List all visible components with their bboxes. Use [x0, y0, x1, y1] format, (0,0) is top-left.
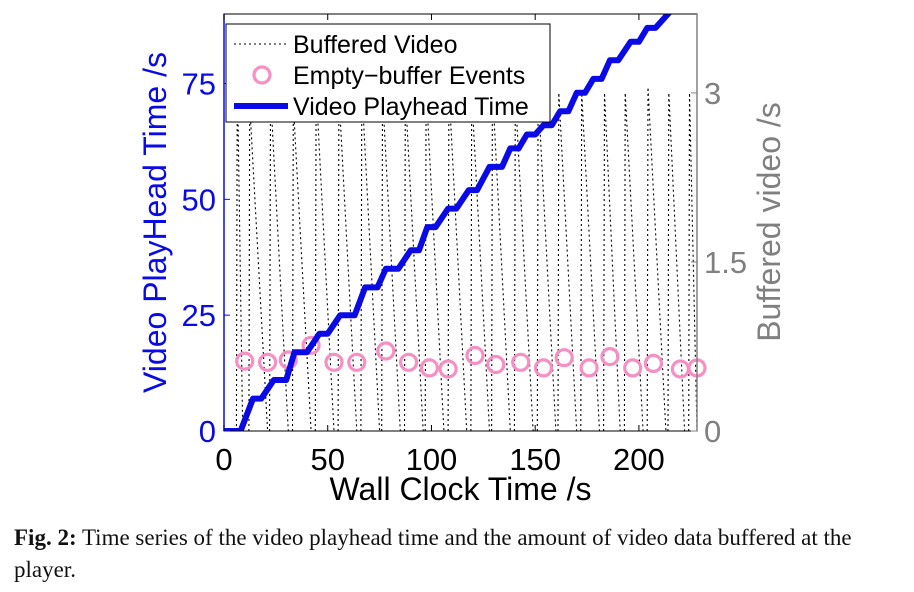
playhead-layer: [224, 14, 673, 431]
empty-buffer-event-point: [376, 341, 396, 361]
empty-buffer-event-point: [670, 359, 691, 379]
empty-buffer-event-point: [258, 352, 278, 372]
empty-buffer-event-point: [399, 352, 419, 372]
empty-buffer-event-point: [579, 358, 599, 378]
x-tick-label: 0: [215, 442, 232, 477]
y-tick-label-left: 50: [182, 182, 216, 217]
figure: 0 50 100 150 200 0 25 50 75 0 1.5 3 Buffered Video …: [137, 13, 787, 507]
y-tick-label-left: 0: [199, 414, 216, 449]
y-tick-label-left: 25: [182, 298, 216, 333]
legend-label-events: Empty−buffer Events: [293, 62, 525, 90]
x-tick-label: 200: [613, 442, 665, 477]
video-playhead-line: [224, 14, 673, 431]
chart: 0 50 100 150 200 0 25 50 75 0 1.5 3 Buffered Video …: [137, 13, 787, 507]
empty-buffer-event-point: [465, 345, 485, 366]
empty-buffer-event-point: [533, 358, 554, 378]
legend: Buffered Video Empty−buffer Events Video…: [225, 23, 551, 123]
x-axis-label: Wall Clock Time /s: [330, 471, 592, 507]
empty-buffer-event-point: [438, 359, 458, 379]
empty-buffer-event-point: [643, 353, 664, 373]
x-tick-label: 100: [406, 442, 458, 477]
y-tick-label-right: 0: [704, 414, 721, 449]
x-tick-label: 150: [509, 442, 561, 477]
empty-buffer-event-point: [486, 354, 506, 375]
y-axis-label-left: Video PlayHead Time /s: [137, 52, 173, 393]
buffered-video-line: [235, 70, 697, 431]
empty-buffer-event-point: [324, 352, 344, 372]
empty-buffer-event-point: [623, 358, 643, 378]
y-axis-label-right: Buffered video /s: [751, 102, 787, 342]
y-tick-label-right: 3: [704, 76, 721, 111]
legend-label-playhead: Video Playhead Time: [293, 93, 529, 121]
empty-buffer-events-layer: [235, 335, 707, 379]
buffered-video-layer: [235, 70, 697, 431]
legend-label-buffered: Buffered Video: [293, 31, 458, 59]
figure-caption: Fig. 2: Time series of the video playhea…: [14, 522, 904, 586]
empty-buffer-event-point: [600, 347, 620, 367]
caption-label: Fig. 2:: [14, 525, 77, 550]
empty-buffer-event-point: [301, 335, 321, 355]
y-tick-label-right: 1.5: [704, 245, 747, 280]
y-tick-label-left: 75: [182, 67, 216, 102]
legend-swatch-events: [252, 65, 272, 85]
tick-layer: 0 50 100 150 200 0 25 50 75 0 1.5 3: [182, 14, 747, 477]
x-tick-label: 50: [310, 442, 344, 477]
empty-buffer-event-point: [347, 352, 367, 372]
empty-buffer-event-point: [554, 348, 574, 368]
empty-buffer-event-point: [235, 351, 255, 371]
caption-text: Time series of the video playhead time a…: [14, 525, 852, 582]
empty-buffer-event-point: [511, 352, 531, 372]
empty-buffer-event-point: [419, 358, 439, 378]
